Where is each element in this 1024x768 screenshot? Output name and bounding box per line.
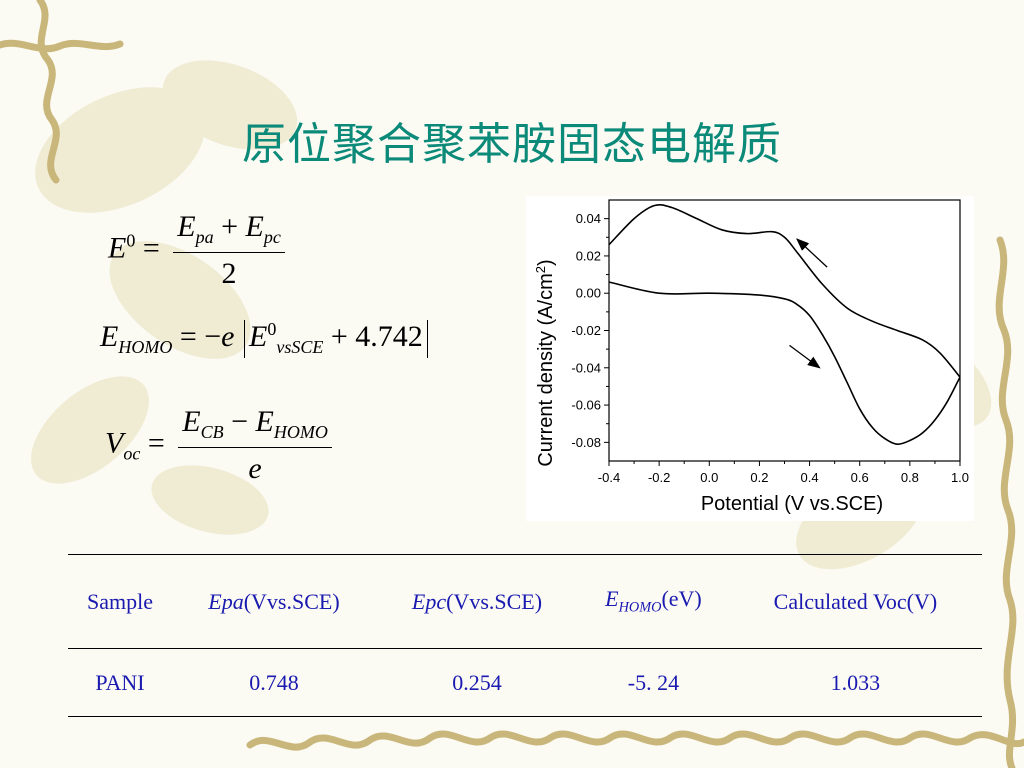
- formula-subscript: HOMO: [118, 337, 173, 357]
- formula-e0: E0 = Epa + Epc 2: [108, 210, 291, 291]
- header-ehomo: EHOMO(eV): [578, 555, 729, 649]
- formula-symbol: E: [182, 405, 201, 438]
- formula-operator: +: [221, 210, 238, 243]
- formula-absolute-value: E0vsSCE + 4.742: [244, 319, 428, 358]
- cell-voc: 1.033: [830, 669, 881, 695]
- x-tick-label: 1.0: [951, 470, 969, 485]
- cv-curve-forward: [608, 281, 961, 446]
- formula-symbol: E: [100, 320, 119, 353]
- chart-axes: [608, 199, 961, 462]
- formula-operator: −: [204, 320, 222, 353]
- formula-subscript: pc: [263, 227, 281, 247]
- formula-symbol: E: [177, 210, 196, 243]
- formula-operator: =: [142, 231, 160, 265]
- table-header-row: Sample Epa(Vvs.SCE) Epc(Vvs.SCE) EHOMO(e…: [68, 554, 982, 649]
- vine-right: [995, 236, 1017, 768]
- header-epc-unit: (Vvs.SCE): [446, 588, 543, 614]
- cv-curve-reverse: [608, 203, 961, 378]
- header-ehomo-symbol: E: [605, 586, 619, 612]
- header-epa-symbol: Epa: [208, 588, 244, 614]
- formula-symbol: E: [249, 320, 268, 353]
- y-tick-label: -0.06: [571, 398, 601, 413]
- formula-denominator: 2: [221, 257, 237, 290]
- cv-chart: -0.4 -0.2 0.0 0.2 0.4 0.6 0.8 1.0 0.04 0.02 0.00 -0…: [526, 196, 974, 521]
- formula-symbol: V: [105, 426, 124, 460]
- formula-ehomo: EHOMO = −e E0vsSCE + 4.742: [100, 319, 428, 358]
- y-axis-label: Current density (A/cm2): [533, 259, 558, 466]
- plot-frame: [608, 199, 961, 462]
- x-axis-label: Potential (V vs.SCE): [701, 493, 883, 515]
- cell-epc: 0.254: [452, 669, 502, 695]
- formula-operator: =: [147, 426, 165, 460]
- chart-ticks: -0.4 -0.2 0.0 0.2 0.4 0.6 0.8 1.0 0.04 0.02 0.00 -0…: [571, 211, 969, 485]
- vine-bottom: [246, 730, 1024, 751]
- scan-direction-arrow: [789, 344, 821, 369]
- formula-operator: =: [179, 320, 197, 353]
- formula-denominator: e: [248, 452, 262, 485]
- header-ehomo-subscript: HOMO: [618, 599, 662, 616]
- formula-fraction: Epa + Epc 2: [173, 210, 285, 291]
- formula-voc: Voc = ECB − EHOMO e: [105, 405, 338, 486]
- y-tick-label: -0.04: [571, 360, 601, 375]
- header-epa: Epa(Vvs.SCE): [172, 555, 376, 649]
- header-voc: Calculated Voc(V): [773, 588, 938, 614]
- y-tick-label: -0.08: [571, 435, 601, 450]
- header-epc: Epc(Vvs.SCE): [376, 555, 578, 649]
- x-tick-label: 0.6: [851, 470, 869, 485]
- y-tick-label: 0.02: [576, 248, 601, 263]
- header-ehomo-unit: (eV): [661, 586, 702, 612]
- formula-superscript: 0: [267, 319, 277, 339]
- y-tick-label: -0.02: [571, 323, 601, 338]
- x-tick-label: -0.2: [648, 470, 670, 485]
- formula-operator: −: [231, 405, 249, 438]
- scan-direction-arrow: [796, 238, 828, 268]
- formula-constant: 4.742: [355, 320, 423, 353]
- formula-superscript: 0: [126, 230, 136, 251]
- chart-svg: -0.4 -0.2 0.0 0.2 0.4 0.6 0.8 1.0 0.04 0.02 0.00 -0…: [533, 199, 969, 515]
- formula-numerator: ECB − EHOMO: [178, 405, 332, 448]
- table-row: PANI 0.748 0.254 -5. 24 1.033: [68, 649, 982, 717]
- y-tick-label: 0.00: [576, 286, 601, 301]
- formula-symbol: E: [108, 231, 127, 265]
- y-tick-label: 0.04: [576, 211, 601, 226]
- vine-left: [0, 0, 124, 184]
- formula-symbol: e: [221, 320, 235, 353]
- x-tick-label: -0.4: [598, 470, 620, 485]
- formula-fraction: ECB − EHOMO e: [178, 405, 332, 486]
- formula-symbol: E: [245, 210, 264, 243]
- cell-ehomo: -5. 24: [627, 669, 680, 695]
- chart-series: [608, 203, 961, 446]
- x-tick-label: 0.0: [700, 470, 718, 485]
- formula-symbol: E: [255, 405, 274, 438]
- x-tick-label: 0.4: [801, 470, 819, 485]
- x-tick-label: 0.8: [901, 470, 919, 485]
- formula-subscript: oc: [123, 443, 141, 464]
- formula-subscript: pa: [195, 227, 214, 247]
- formula-subscript: HOMO: [273, 422, 328, 442]
- cell-sample: PANI: [95, 669, 145, 695]
- cell-epa: 0.748: [249, 669, 299, 695]
- chart-arrows: [789, 238, 828, 369]
- formula-operator: +: [330, 320, 348, 353]
- formula-subscript: vsSCE: [276, 337, 324, 357]
- formula-subscript: CB: [200, 422, 224, 442]
- x-tick-label: 0.2: [750, 470, 768, 485]
- header-sample: Sample: [86, 588, 153, 614]
- formula-numerator: Epa + Epc: [173, 210, 285, 253]
- header-epc-symbol: Epc: [411, 588, 447, 614]
- header-epa-unit: (Vvs.SCE): [243, 588, 340, 614]
- slide-title: 原位聚合聚苯胺固态电解质: [242, 119, 782, 170]
- results-table: Sample Epa(Vvs.SCE) Epc(Vvs.SCE) EHOMO(e…: [68, 554, 982, 717]
